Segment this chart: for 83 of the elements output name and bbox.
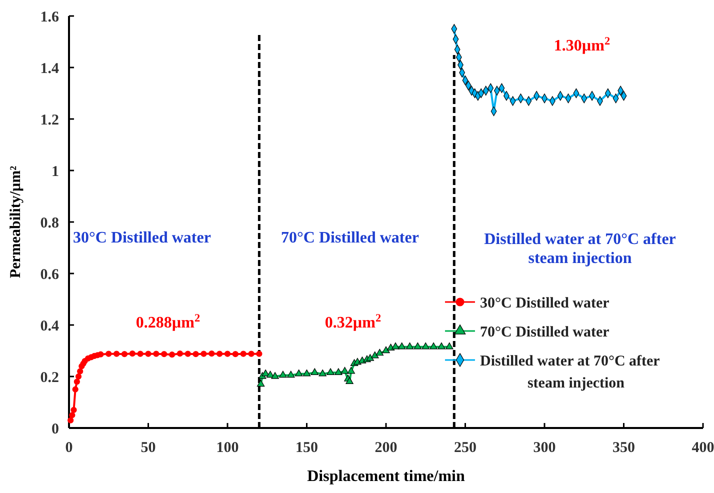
point bbox=[347, 366, 355, 374]
point bbox=[279, 370, 287, 378]
point bbox=[271, 372, 279, 379]
point bbox=[68, 417, 74, 424]
y-tick-label: 0.6 bbox=[40, 266, 60, 283]
point bbox=[232, 351, 238, 358]
point bbox=[366, 354, 374, 361]
y-tick-label: 0 bbox=[52, 421, 59, 438]
legend-label: Distilled water at 70°C after steam injection bbox=[480, 353, 660, 392]
point bbox=[69, 412, 76, 418]
point bbox=[398, 342, 406, 350]
point bbox=[334, 368, 342, 375]
point bbox=[446, 342, 454, 350]
point bbox=[438, 342, 446, 350]
point bbox=[75, 373, 82, 380]
point bbox=[145, 350, 152, 357]
annotation: 70°C Distilled water bbox=[281, 230, 419, 247]
x-axis-title: Displacement time/min bbox=[307, 468, 465, 485]
point bbox=[70, 406, 77, 414]
y-tick-label: 1 bbox=[52, 164, 59, 180]
x-tick-label: 350 bbox=[612, 440, 635, 456]
point bbox=[121, 351, 128, 358]
x-tick-label: 400 bbox=[692, 440, 714, 456]
y-tick-label: 0.8 bbox=[40, 215, 59, 232]
point bbox=[168, 352, 176, 358]
point bbox=[153, 350, 160, 357]
point bbox=[216, 350, 223, 357]
annotation: Distilled water at 70°C after steam injection bbox=[484, 231, 676, 268]
point bbox=[98, 351, 104, 358]
point bbox=[310, 368, 319, 375]
point bbox=[414, 342, 422, 350]
point bbox=[248, 350, 254, 357]
legend-label: 70°C Distilled water bbox=[480, 324, 610, 340]
point bbox=[422, 342, 430, 350]
point bbox=[326, 368, 334, 375]
x-tick-label: 150 bbox=[296, 440, 318, 456]
point bbox=[302, 370, 311, 376]
x-tick-label: 300 bbox=[533, 440, 556, 456]
point bbox=[371, 351, 379, 358]
point bbox=[262, 370, 270, 376]
point bbox=[346, 377, 354, 384]
y-tick-label: 1.2 bbox=[40, 112, 59, 128]
point bbox=[129, 350, 136, 357]
y-tick-label: 0.2 bbox=[40, 370, 59, 386]
point bbox=[294, 370, 303, 376]
x-tick-label: 200 bbox=[374, 440, 398, 456]
x-tick-label: 0 bbox=[65, 440, 73, 456]
annotation: 0.32µm$^{2}$ bbox=[324, 312, 382, 332]
annotation: 30°C Distilled water bbox=[73, 230, 211, 247]
y-tick-label: 0.4 bbox=[40, 318, 60, 334]
point bbox=[192, 351, 199, 358]
point bbox=[74, 378, 80, 385]
annotation: 0.288µm$^{2}$ bbox=[136, 312, 200, 332]
x-tick-label: 250 bbox=[454, 440, 476, 456]
y-tick-label: 1.6 bbox=[40, 9, 60, 26]
point bbox=[256, 350, 262, 357]
point bbox=[77, 368, 84, 374]
point bbox=[113, 350, 120, 357]
point bbox=[382, 346, 390, 354]
point bbox=[240, 350, 246, 357]
point bbox=[208, 350, 215, 357]
point bbox=[106, 350, 112, 357]
annotation: 1.30µm$^{2}$ bbox=[554, 36, 610, 55]
point bbox=[406, 342, 414, 350]
point bbox=[256, 380, 265, 387]
point bbox=[392, 342, 400, 350]
point bbox=[72, 386, 78, 392]
point bbox=[161, 351, 168, 358]
point bbox=[318, 370, 326, 376]
point bbox=[287, 370, 295, 378]
point bbox=[224, 350, 231, 357]
point bbox=[176, 350, 184, 357]
point bbox=[137, 350, 144, 357]
point bbox=[376, 348, 384, 356]
point bbox=[340, 366, 349, 374]
y-tick-label: 1.4 bbox=[40, 60, 60, 77]
point bbox=[430, 342, 438, 350]
x-tick-label: 50 bbox=[140, 440, 156, 456]
x-tick-label: 100 bbox=[216, 440, 239, 456]
y-axis-title: Permeability/µm² bbox=[8, 165, 24, 278]
point bbox=[200, 350, 207, 357]
point bbox=[184, 350, 191, 357]
legend-label: 30°C Distilled water bbox=[480, 295, 610, 312]
